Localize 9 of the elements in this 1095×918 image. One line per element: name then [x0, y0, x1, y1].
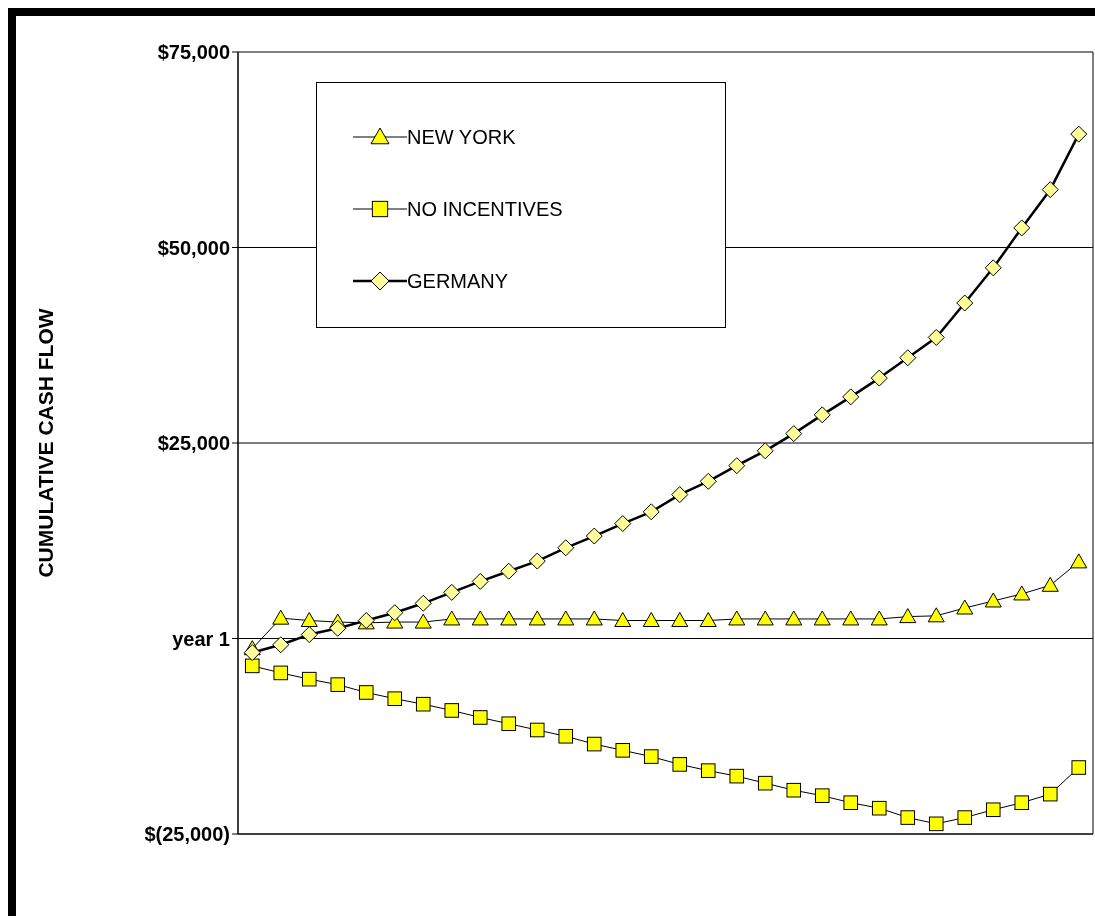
y-tick-label: $(25,000)	[144, 823, 230, 846]
legend-label: NO INCENTIVES	[407, 197, 563, 221]
y-axis-title: CUMULATIVE CASH FLOW	[34, 308, 58, 578]
y-tick-label: $50,000	[157, 236, 230, 259]
y-tick-label: year 1	[172, 627, 230, 650]
y-tick-label: $25,000	[157, 432, 230, 455]
y-tick-label: $75,000	[157, 41, 230, 64]
legend-label: NEW YORK	[407, 125, 516, 149]
legend-label: GERMANY	[407, 269, 509, 293]
